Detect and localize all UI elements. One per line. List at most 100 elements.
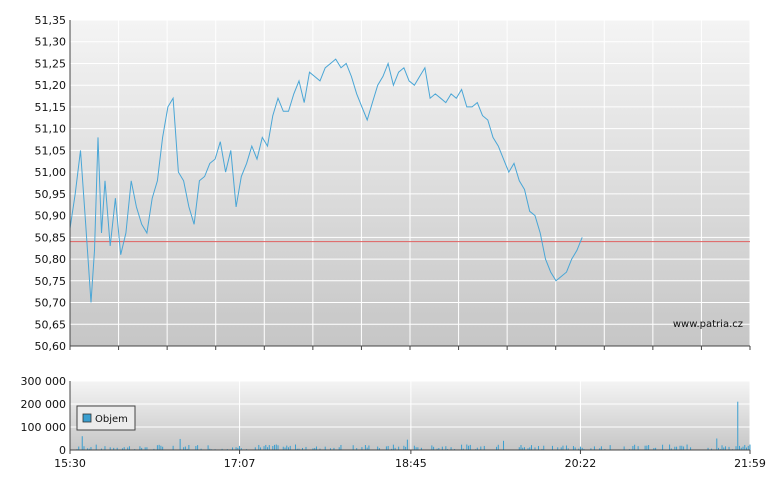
volume-bar <box>737 401 739 450</box>
volume-bar <box>476 447 478 450</box>
price-y-tick-label: 50,60 <box>35 340 67 353</box>
volume-bar <box>721 445 723 450</box>
volume-bar <box>716 438 718 450</box>
volume-bar <box>690 447 692 450</box>
volume-bar <box>520 445 522 450</box>
watermark: www.patria.cz <box>673 319 743 330</box>
volume-bar <box>88 448 90 450</box>
volume-bar <box>184 446 186 450</box>
volume-bar <box>329 448 331 450</box>
volume-bar <box>333 447 335 450</box>
volume-bar <box>277 445 279 450</box>
volume-bar <box>237 447 239 450</box>
volume-bar <box>711 448 713 450</box>
volume-bar <box>200 448 202 450</box>
volume-bar <box>496 446 498 450</box>
volume-bar <box>392 444 394 450</box>
volume-bar <box>387 445 389 450</box>
volume-bar <box>562 445 564 450</box>
volume-bar <box>312 448 314 450</box>
volume-bar <box>338 447 340 450</box>
x-tick-label: 18:45 <box>395 457 427 470</box>
legend-label: Objem <box>95 414 128 425</box>
volume-bar <box>433 446 435 450</box>
price-y-tick-label: 50,85 <box>35 231 67 244</box>
volume-x-axis: 15:30 17:07 18:45 20:22 21:59 <box>54 450 766 470</box>
volume-bar <box>462 448 464 450</box>
volume-bar <box>648 445 650 450</box>
volume-bar <box>637 446 639 450</box>
volume-bar <box>296 448 298 450</box>
volume-bar <box>314 447 316 450</box>
volume-bar <box>530 445 532 450</box>
volume-bar <box>609 445 611 450</box>
volume-bar <box>523 447 525 450</box>
volume-bar <box>172 445 174 450</box>
volume-bar <box>275 444 277 450</box>
volume-bar <box>153 448 155 450</box>
volume-bar <box>405 446 407 450</box>
volume-bar <box>406 439 408 450</box>
volume-bar <box>599 448 601 450</box>
x-tick-label: 20:22 <box>565 457 597 470</box>
volume-bar <box>78 446 80 450</box>
volume-bar <box>527 448 529 450</box>
volume-bar <box>403 445 405 450</box>
volume-bar <box>284 447 286 450</box>
volume-bar <box>415 447 417 450</box>
volume-bar <box>438 447 440 450</box>
price-y-tick-label: 50,80 <box>35 253 67 266</box>
volume-y-tick-label: 300 000 <box>21 375 67 388</box>
volume-bar <box>417 447 419 450</box>
volume-bar <box>674 446 676 450</box>
volume-legend: Objem <box>76 405 136 431</box>
volume-bar <box>560 447 562 450</box>
volume-bar <box>156 445 158 450</box>
volume-bar <box>113 447 115 450</box>
volume-bar <box>186 448 188 450</box>
volume-bar <box>480 446 482 450</box>
price-y-tick-label: 51,25 <box>35 57 67 70</box>
volume-bar <box>377 446 379 450</box>
volume-bar <box>100 448 102 450</box>
volume-bar <box>301 447 303 450</box>
volume-bar <box>81 436 83 450</box>
volume-bar <box>90 447 92 450</box>
volume-bar <box>742 446 744 450</box>
volume-bar <box>450 447 452 450</box>
price-y-tick-label: 50,75 <box>35 275 67 288</box>
volume-bar <box>632 445 634 450</box>
price-y-tick-label: 50,70 <box>35 297 67 310</box>
volume-bar <box>319 448 321 450</box>
volume-bar <box>747 445 749 450</box>
volume-bar <box>361 447 363 450</box>
volume-bar <box>529 447 531 450</box>
volume-bar <box>669 444 671 450</box>
volume-y-tick-label: 200 000 <box>21 398 67 411</box>
volume-bar <box>378 448 380 450</box>
volume-bar <box>461 444 463 450</box>
volume-bar <box>522 447 524 450</box>
volume-bar <box>744 444 746 450</box>
volume-bar <box>274 444 276 450</box>
volume-bar <box>728 446 730 450</box>
volume-bar <box>723 447 725 450</box>
volume-bar <box>581 447 583 450</box>
volume-bar <box>183 447 185 450</box>
volume-bar <box>267 447 269 450</box>
volume-bar <box>83 446 85 450</box>
x-tick-label: 21:59 <box>734 457 766 470</box>
volume-bar <box>662 444 664 450</box>
volume-bar <box>268 445 270 450</box>
volume-bar <box>543 445 545 450</box>
volume-bar <box>718 447 720 450</box>
volume-bar <box>749 444 751 450</box>
volume-bar <box>623 446 625 450</box>
volume-bar <box>324 446 326 450</box>
volume-bar <box>240 448 242 450</box>
volume-bar <box>207 445 209 450</box>
volume-bar <box>739 445 741 450</box>
volume-bar <box>160 445 162 450</box>
volume-bar <box>567 448 569 450</box>
